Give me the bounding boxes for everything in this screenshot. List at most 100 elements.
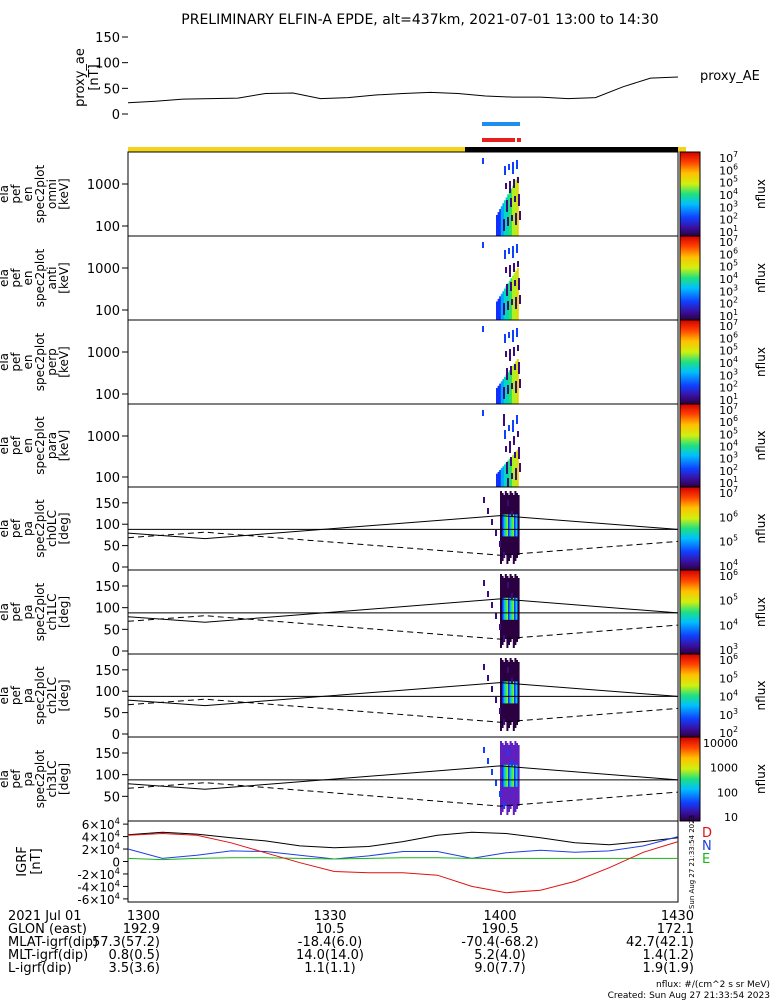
yellow-day-bar-end <box>678 147 686 152</box>
flux-speck <box>519 463 521 472</box>
y-tick-label: 4×104 <box>82 829 120 845</box>
flux-cell <box>497 471 500 487</box>
flux-cell-core <box>503 764 506 787</box>
flux-speck <box>515 297 517 309</box>
ephemeris-value: -70.4(-68.2) <box>461 935 538 950</box>
flux-speck <box>519 211 521 220</box>
flux-cell <box>500 574 502 648</box>
flux-cell <box>499 296 502 320</box>
anti-loss-cone-line <box>127 782 679 807</box>
ephemeris-value: 14.0(14.0) <box>296 948 364 963</box>
ephemeris-value: 5.2(4.0) <box>474 948 526 963</box>
flux-speck <box>517 431 519 437</box>
anti-loss-cone-line <box>127 698 679 723</box>
flux-speck <box>506 284 508 296</box>
flux-cell <box>500 293 503 320</box>
y-axis-label: elapefpaspec2plotch1LC[deg] <box>0 582 71 641</box>
ephemeris-row-label: L-igrf(dip) <box>8 961 72 976</box>
ephemeris-value: 0.8(0.5) <box>109 948 161 963</box>
loss-cone-line <box>127 515 679 540</box>
flux-cell-core <box>502 764 504 787</box>
colorbar-tick-label: 104 <box>719 689 738 704</box>
flux-speck <box>483 580 485 586</box>
flux-speck <box>495 780 497 786</box>
flux-speck <box>507 500 509 506</box>
flux-cell <box>496 215 498 236</box>
flux-speck <box>511 299 513 305</box>
flux-cell-core <box>509 514 512 537</box>
flux-cell <box>512 275 514 320</box>
colorbar <box>679 403 701 488</box>
flux-speck <box>509 265 511 277</box>
colorbar-tick-label: 102 <box>719 725 738 740</box>
flux-speck <box>511 593 513 599</box>
flux-cell-core <box>514 681 516 704</box>
flux-cell-core <box>503 681 506 704</box>
flux-speck <box>516 415 518 424</box>
colorbar <box>679 653 701 738</box>
flux-cell <box>508 458 511 487</box>
flux-cell-core <box>503 514 506 537</box>
flux-speck <box>513 179 515 188</box>
flux-cell <box>517 578 520 639</box>
colorbar-tick-label: 104 <box>719 187 738 202</box>
y-axis-label: elapefpaspec2plotch3LC[deg] <box>0 749 71 808</box>
spectrogram-panel-omni: 1000100elapefenspec2plotomni[keV]1071061… <box>0 150 768 239</box>
flux-cell-core <box>515 514 518 537</box>
flux-cell <box>513 453 516 487</box>
flux-cell <box>505 286 508 320</box>
colorbar-tick-label: 106 <box>719 509 738 524</box>
flux-cell <box>499 470 502 487</box>
colorbar-tick-label: 105 <box>719 593 738 608</box>
flux-cell-core <box>508 514 510 537</box>
flux-speck <box>495 697 497 703</box>
flux-cell <box>500 658 502 731</box>
flux-cell-core <box>506 514 509 537</box>
flux-speck <box>503 635 505 641</box>
colorbar-label: nflux <box>754 263 768 293</box>
flux-cell <box>513 363 516 404</box>
flux-speck <box>518 278 520 290</box>
flux-cell-core <box>508 764 510 787</box>
colorbar-tick-label: 107 <box>719 150 738 165</box>
y-tick-label: 50 <box>103 82 120 97</box>
colorbar-tick-label: 107 <box>719 318 738 333</box>
colorbar-label: nflux <box>754 179 768 209</box>
y-tick-label: 6×104 <box>82 816 120 832</box>
flux-cell-core <box>514 764 516 787</box>
flux-speck <box>515 213 517 225</box>
ephemeris-value: -18.4(6.0) <box>298 935 362 950</box>
y-axis-label: IGRF[nT] <box>15 846 44 876</box>
flux-speck <box>511 473 513 479</box>
proxy-ae-panel: 150 100 50 0 proxy_ae[nT] proxy_AE <box>73 31 760 152</box>
colorbar-tick-label: 105 <box>719 670 738 685</box>
flux-speck <box>495 613 497 619</box>
spectrogram-panel-anti: 1000100elapefenspec2plotanti[keV]1071061… <box>0 234 768 323</box>
flux-cell <box>512 185 514 236</box>
colorbar-tick-label: 106 <box>719 246 738 261</box>
y-tick-label: 0 <box>112 561 120 576</box>
spectrogram-panel-para: 1000100elapefenspec2plotpara[keV]1071061… <box>0 402 768 490</box>
flux-speck <box>507 217 509 226</box>
flux-speck <box>507 582 509 588</box>
flux-cell-core <box>512 764 515 787</box>
flux-cell <box>508 191 511 236</box>
y-tick-label: 100 <box>95 518 120 533</box>
flux-cell <box>500 381 503 404</box>
flux-speck <box>506 200 508 212</box>
colorbar-tick-label: 102 <box>719 463 738 478</box>
flux-speck <box>515 468 517 480</box>
ephemeris-value: 3.5(3.6) <box>109 961 161 976</box>
flux-speck <box>509 181 511 193</box>
flux-speck <box>513 436 515 445</box>
flux-speck <box>507 301 509 310</box>
flux-cell <box>497 385 500 404</box>
flux-speck <box>487 758 489 764</box>
flux-speck <box>507 478 509 487</box>
flux-cell-core <box>503 597 506 620</box>
flux-speck <box>510 457 512 466</box>
igrf-trace-E <box>127 857 678 861</box>
ephemeris-value: 1400 <box>483 909 516 924</box>
flux-speck <box>499 624 501 630</box>
